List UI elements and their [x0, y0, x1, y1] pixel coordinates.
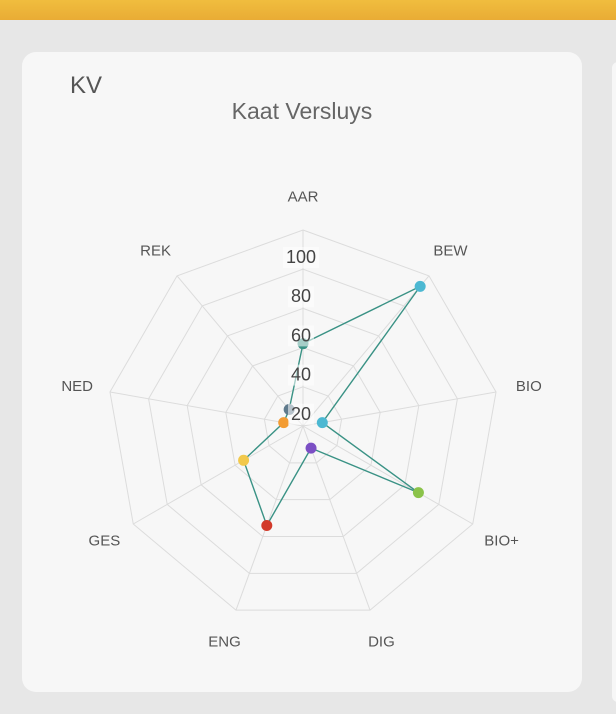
tick-label-100: 100 — [286, 247, 316, 267]
radar-grid — [109, 229, 497, 611]
category-label-bio-plus: BIO+ — [484, 533, 519, 550]
grid-spoke — [302, 425, 473, 525]
grid-spoke — [302, 275, 430, 427]
student-chart-card[interactable]: KV Kaat Versluys AAR BEW BIO BIO+ DIG ENG GES N… — [22, 52, 582, 692]
category-labels: AAR BEW BIO BIO+ DIG ENG GES NED REK — [61, 189, 541, 651]
grid-spoke — [302, 425, 371, 611]
tick-label-60: 60 — [291, 325, 311, 345]
top-bar — [0, 0, 616, 20]
tick-label-bg — [283, 247, 319, 268]
grid-spoke — [176, 275, 304, 427]
grid-spoke — [235, 425, 304, 611]
student-initials: KV — [70, 72, 103, 99]
tick-label-40: 40 — [291, 365, 311, 385]
tick-labels: 20 40 60 80 100 — [283, 247, 319, 425]
category-label-rek: REK — [140, 242, 171, 259]
category-label-aar: AAR — [288, 189, 319, 206]
data-point-ned[interactable] — [278, 417, 290, 429]
next-card-edge — [612, 62, 616, 702]
tick-label-bg — [288, 325, 314, 347]
category-label-bio: BIO — [516, 378, 542, 395]
grid-spoke — [133, 425, 304, 525]
grid-ring — [186, 307, 420, 538]
category-label-ned: NED — [61, 378, 93, 395]
grid-ring — [109, 229, 497, 611]
data-point-bio[interactable] — [316, 417, 328, 429]
series-line — [242, 285, 421, 528]
category-label-dig: DIG — [368, 633, 395, 650]
data-point-eng[interactable] — [261, 519, 273, 531]
grid-ring — [225, 347, 381, 501]
data-point-dig[interactable] — [305, 442, 317, 454]
tick-label-bg — [288, 403, 314, 425]
category-label-ges: GES — [89, 533, 121, 550]
radar-chart: Kaat Versluys AAR BEW BIO BIO+ DIG ENG GES NED R… — [61, 98, 541, 651]
tick-label-bg — [288, 364, 314, 386]
chart-title: Kaat Versluys — [232, 98, 373, 124]
tick-label-20: 20 — [291, 404, 311, 424]
grid-spoke — [109, 391, 304, 427]
grid-spoke — [302, 391, 497, 427]
grid-ring — [148, 268, 458, 574]
data-point-ges[interactable] — [238, 454, 250, 466]
data-point-bio-plus[interactable] — [412, 487, 424, 499]
category-label-eng: ENG — [208, 633, 241, 650]
tick-label-80: 80 — [291, 286, 311, 306]
category-label-bew: BEW — [433, 242, 468, 259]
data-point-bew[interactable] — [414, 280, 426, 292]
tick-label-bg — [288, 286, 314, 308]
